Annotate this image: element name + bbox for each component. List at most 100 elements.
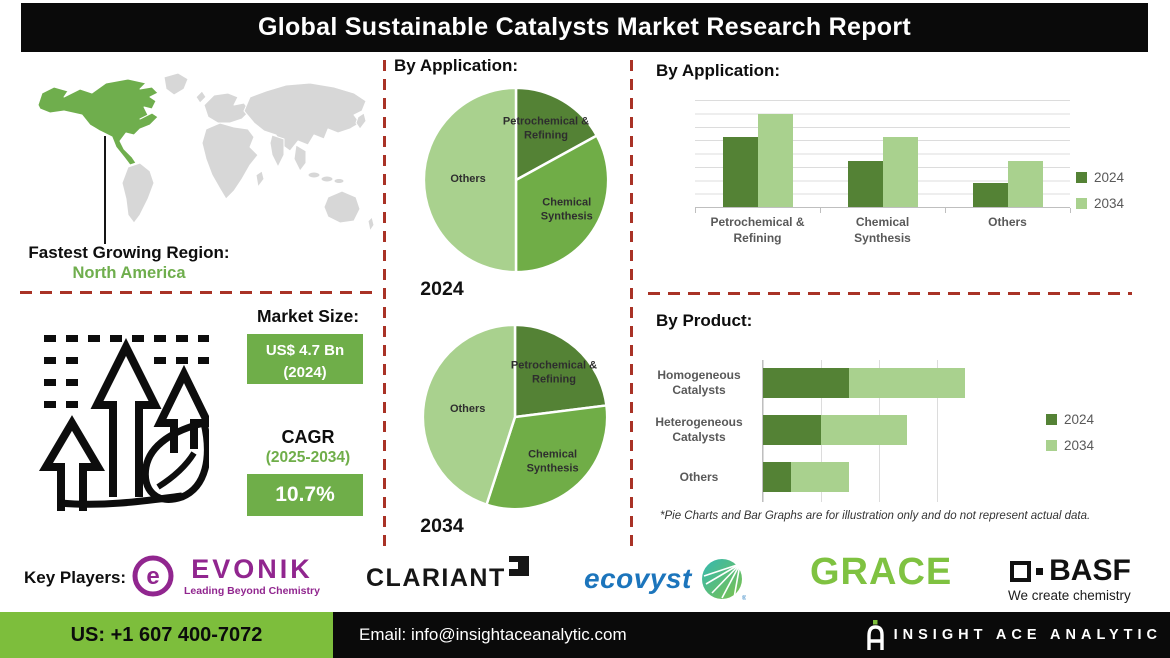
madagascar: [255, 170, 265, 188]
fastest-region-label: Fastest Growing Region:: [28, 243, 230, 262]
europe: [203, 92, 251, 124]
ecovyst-logo: ecovyst ®: [584, 556, 746, 602]
bar-section-title: By Application:: [656, 61, 781, 80]
bar-2024-chemical-synthesis: [847, 161, 883, 207]
pie-slice-chemical-synthesis: [485, 404, 609, 511]
indonesia-2: [320, 175, 334, 183]
legend-swatch-2024: [1076, 172, 1087, 183]
key-players-label: Key Players:: [24, 568, 127, 587]
pie-slice-others: [422, 86, 518, 274]
bar-2024-others: [972, 183, 1008, 207]
dashed-divider-left: [20, 291, 372, 294]
application-bar-legend: 2024 2034: [1076, 170, 1124, 222]
hbar-row-homogeneous-catalysts: [763, 368, 995, 398]
south-america: [121, 162, 155, 224]
pie-section-title: By Application:: [394, 56, 519, 75]
bar-2024-petrochemical-refining: [722, 137, 758, 207]
dot-pattern: [132, 335, 144, 342]
legend-label-2034: 2034: [1094, 196, 1125, 211]
basf-square-small-icon: [1036, 567, 1044, 575]
africa: [201, 122, 259, 200]
axis-tick: [695, 208, 696, 213]
basf-logo: BASF We create chemistry: [1008, 554, 1131, 604]
category-others: Others: [679, 469, 719, 484]
cagr-period: (2025-2034): [265, 449, 351, 466]
se-asia: [293, 144, 307, 172]
footer-phone: US: +1 607 400-7072: [70, 623, 263, 646]
axis-tick: [820, 208, 821, 213]
legend-label-2034: 2034: [1064, 438, 1095, 453]
svg-text:®: ®: [742, 595, 746, 602]
greenland: [163, 72, 189, 96]
dot-pattern: [88, 335, 100, 342]
clariant-wordmark: CLARIANT: [366, 564, 506, 592]
market-size-value-box: US$ 4.7 Bn (2024): [247, 334, 363, 384]
evonik-tagline: Leading Beyond Chemistry: [184, 584, 320, 597]
insight-ace-a-icon: [866, 620, 884, 650]
dot-pattern: [44, 357, 56, 364]
dot-pattern: [66, 335, 78, 342]
pie-slice-label: Petrochemical & Refining: [502, 115, 590, 142]
bar-2034-others: [1007, 161, 1043, 207]
pie-caption-2024: 2024: [420, 278, 464, 300]
legend-item-2024: 2024: [1076, 170, 1124, 185]
cagr-value: 10.7%: [275, 483, 335, 506]
x-label-others: Others: [988, 215, 1027, 229]
pie-chart-2034: Petrochemical & Refining Chemical Synthes…: [420, 322, 610, 512]
legend-item-2024: 2024: [1046, 412, 1094, 427]
pie-chart-2024: Petrochemical & Refining Chemical Synthes…: [421, 85, 611, 275]
pie-slice-label: Chemical Synthesis: [526, 448, 579, 475]
page-title: Global Sustainable Catalysts Market Rese…: [257, 13, 912, 41]
pie-slice-label: Others: [450, 173, 486, 186]
dot-pattern: [44, 401, 56, 408]
title-bar: Global Sustainable Catalysts Market Rese…: [21, 3, 1148, 52]
svg-text:e: e: [146, 563, 159, 590]
legend-label-2024: 2024: [1094, 170, 1125, 185]
legend-swatch-2034: [1046, 440, 1057, 451]
asia: [243, 82, 367, 152]
pie-slice-petrochemical-refining: [513, 323, 608, 419]
x-label-petrochemical: Petrochemical & Refining: [710, 215, 805, 246]
pie-slice-label: Petrochemical & Refining: [510, 359, 598, 385]
category-homogeneous: Homogeneous Catalysts: [657, 368, 741, 397]
north-america-region: [37, 78, 159, 166]
dashed-divider-right: [648, 292, 1132, 295]
product-bar-legend: 2024 2034: [1046, 412, 1094, 464]
product-bar-chart: [762, 360, 995, 502]
growth-arrows-leaf-icon: [38, 335, 209, 511]
category-heterogeneous: Heterogeneous Catalysts: [655, 415, 743, 444]
japan: [355, 112, 367, 130]
product-section-title: By Product:: [656, 311, 753, 330]
evonik-wordmark: EVONIK: [191, 553, 313, 584]
dot-pattern: [66, 401, 78, 408]
hbar-segment-2024-homogeneous-catalysts: [763, 368, 849, 398]
market-size-value: US$ 4.7 Bn: [265, 342, 345, 359]
hbar-row-others: [763, 462, 995, 492]
axis-tick: [1070, 208, 1071, 213]
legend-swatch-2034: [1076, 198, 1087, 209]
evonik-e-icon: e: [132, 555, 174, 597]
leaf-icon: [141, 418, 209, 503]
x-label-chemical-synthesis: Chemical Synthesis: [854, 215, 911, 246]
bar-2034-chemical-synthesis: [882, 137, 918, 207]
pie-slice-others: [421, 323, 517, 506]
application-bar-chart: [695, 100, 1070, 208]
cagr-label: CAGR: [281, 427, 335, 447]
pie-slice-petrochemical-refining: [514, 86, 598, 182]
insight-ace-wordmark: INSIGHT ACE ANALYTIC: [893, 627, 1162, 643]
australia: [323, 190, 361, 224]
basf-tagline: We create chemistry: [1008, 588, 1131, 603]
indonesia-3: [333, 178, 345, 184]
axis-tick: [945, 208, 946, 213]
legend-swatch-2024: [1046, 414, 1057, 425]
footer-email-block: Email: info@insightaceanalytic.com INSIG…: [333, 612, 1170, 658]
basf-square-outline-icon: [1010, 560, 1032, 582]
pie-slice-chemical-synthesis: [514, 134, 610, 274]
hbar-segment-2034-others: [790, 462, 849, 492]
basf-wordmark: BASF: [1049, 554, 1131, 587]
indonesia-1: [307, 171, 321, 179]
pie-caption-2034: 2034: [420, 515, 464, 537]
evonik-logo: e EVONIK Leading Beyond Chemistry: [130, 553, 320, 599]
legend-label-2024: 2024: [1064, 412, 1095, 427]
